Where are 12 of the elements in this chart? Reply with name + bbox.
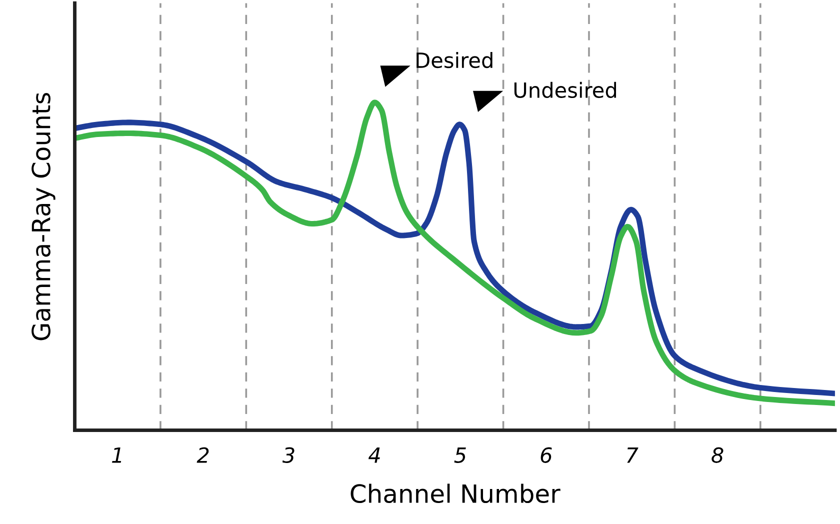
x-axis-title: Channel Number	[350, 484, 560, 504]
y-axis-title: Gamma-Ray Counts	[32, 92, 56, 340]
x-tick-label: 4	[368, 448, 380, 463]
x-tick-label: 6	[540, 447, 552, 463]
x-tick-label: 3	[282, 447, 294, 463]
text: Desired	[416, 52, 492, 68]
x-tick-label: 8	[712, 447, 724, 463]
x-tick-label: 7	[627, 448, 638, 463]
text: Undesired	[514, 82, 616, 98]
x-tick-label: 1	[112, 448, 122, 463]
x-tick-label: 2	[196, 447, 209, 463]
x-tick-label: 5	[454, 448, 466, 463]
